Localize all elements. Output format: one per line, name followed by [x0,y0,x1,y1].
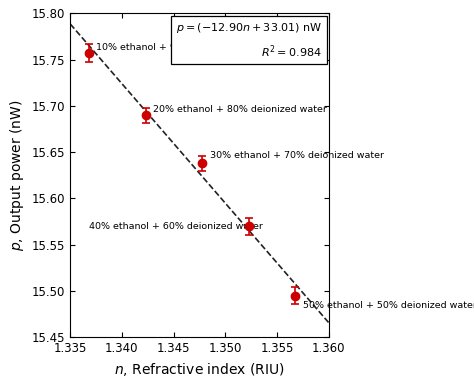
Text: 30% ethanol + 70% deionized water: 30% ethanol + 70% deionized water [210,151,384,161]
Text: 20% ethanol + 80% deionized water: 20% ethanol + 80% deionized water [153,105,327,114]
X-axis label: $n$, Refractive index (RIU): $n$, Refractive index (RIU) [114,361,285,378]
Text: 10% ethanol + 90% deionized water: 10% ethanol + 90% deionized water [96,43,270,52]
Text: 50% ethanol + 50% deionized water: 50% ethanol + 50% deionized water [303,301,474,310]
Text: $p = (-12.90n + 33.01)$ nW
$R^2=0.984$: $p = (-12.90n + 33.01)$ nW $R^2=0.984$ [176,22,322,60]
Text: 40% ethanol + 60% deionized water: 40% ethanol + 60% deionized water [89,222,263,231]
Y-axis label: $p$, Output power (nW): $p$, Output power (nW) [9,100,27,251]
